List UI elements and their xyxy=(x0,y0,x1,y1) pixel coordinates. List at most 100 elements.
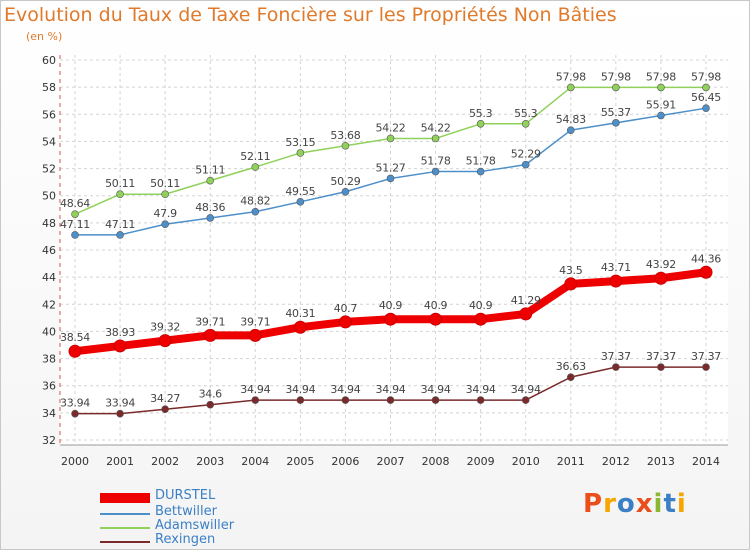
data-label: 56.45 xyxy=(691,91,721,104)
x-tick-label: 2004 xyxy=(241,455,269,468)
data-point xyxy=(71,210,79,218)
data-label: 37.37 xyxy=(646,350,676,363)
data-point xyxy=(296,396,305,404)
data-point xyxy=(474,312,488,326)
series-adamswiller: 48.64 50.11 50.11 51.11 52.11 53.15 53.68 54.22… xyxy=(60,70,722,218)
data-point xyxy=(68,344,82,358)
y-tick-label: 42 xyxy=(42,298,56,311)
data-point xyxy=(476,119,485,128)
y-tick-label: 58 xyxy=(42,81,56,94)
x-tick-label: 2011 xyxy=(557,455,585,468)
data-label: 48.64 xyxy=(60,197,90,210)
data-point xyxy=(71,409,79,418)
data-point xyxy=(702,104,710,112)
data-point xyxy=(338,315,352,329)
data-label: 55.37 xyxy=(601,106,631,119)
data-label: 43.71 xyxy=(601,261,631,274)
data-point xyxy=(341,187,350,196)
data-label: 43.92 xyxy=(646,258,676,271)
data-label: 55.91 xyxy=(646,99,676,112)
data-label: 40.7 xyxy=(334,302,358,315)
data-point xyxy=(521,119,530,128)
legend-swatch xyxy=(100,513,150,515)
data-point xyxy=(251,163,260,171)
legend-label: DURSTEL xyxy=(155,488,216,503)
x-tick-label: 2010 xyxy=(512,455,540,468)
x-tick-label: 2008 xyxy=(422,455,450,468)
y-tick-label: 44 xyxy=(42,271,56,284)
data-label: 53.68 xyxy=(330,129,360,142)
data-point xyxy=(609,274,623,288)
data-label: 52.29 xyxy=(511,148,541,161)
data-label: 55.3 xyxy=(514,107,538,120)
logo-letter: x xyxy=(635,489,654,519)
data-label: 39.71 xyxy=(195,315,225,328)
data-label: 36.63 xyxy=(556,360,586,373)
data-point xyxy=(566,83,575,92)
data-label: 34.94 xyxy=(421,383,451,396)
data-point xyxy=(206,400,215,409)
data-point xyxy=(429,312,443,326)
data-label: 51.27 xyxy=(376,161,406,174)
data-point xyxy=(386,396,395,404)
legend-swatch xyxy=(100,541,150,543)
y-tick-label: 38 xyxy=(42,353,56,366)
data-label: 34.94 xyxy=(285,383,315,396)
data-point xyxy=(71,231,79,239)
logo-letter: r xyxy=(603,489,617,519)
x-tick-label: 2003 xyxy=(196,455,224,468)
data-point xyxy=(564,277,578,291)
x-tick-label: 2000 xyxy=(61,455,89,468)
data-point xyxy=(566,126,575,134)
data-label: 48.82 xyxy=(240,195,270,208)
data-label: 50.11 xyxy=(105,177,135,190)
x-tick-label: 2007 xyxy=(377,455,405,468)
data-label: 44.36 xyxy=(691,252,721,265)
data-label: 39.32 xyxy=(150,321,180,334)
y-tick-label: 36 xyxy=(42,380,56,393)
x-tick-label: 2001 xyxy=(106,455,134,468)
logo-letter: o xyxy=(616,489,636,519)
y-tick-label: 52 xyxy=(42,163,56,176)
data-point xyxy=(248,328,262,342)
data-label: 34.94 xyxy=(376,383,406,396)
x-tick-label: 2005 xyxy=(286,455,314,468)
data-label: 34.94 xyxy=(466,383,496,396)
data-label: 52.11 xyxy=(240,150,270,163)
data-label: 34.6 xyxy=(199,388,223,401)
data-point xyxy=(386,134,395,143)
data-label: 40.9 xyxy=(424,299,448,312)
data-label: 57.98 xyxy=(646,70,676,83)
data-label: 54.22 xyxy=(376,121,406,134)
data-label: 39.71 xyxy=(240,315,270,328)
data-label: 57.98 xyxy=(691,70,721,83)
data-point xyxy=(116,409,124,418)
legend-label: Rexingen xyxy=(155,532,216,547)
data-point xyxy=(431,396,440,404)
data-label: 41.29 xyxy=(511,294,541,307)
data-label: 50.29 xyxy=(330,175,360,188)
data-label: 37.37 xyxy=(691,350,721,363)
data-label: 38.93 xyxy=(105,326,135,339)
data-label: 53.15 xyxy=(285,136,315,149)
data-point xyxy=(431,167,440,176)
logo-letter: t xyxy=(663,489,677,519)
y-tick-label: 34 xyxy=(42,407,56,420)
data-point xyxy=(341,396,350,404)
logo-letter: i xyxy=(676,489,687,519)
y-tick-label: 56 xyxy=(42,108,56,121)
legend-swatch xyxy=(100,493,150,503)
data-label: 33.94 xyxy=(105,397,135,410)
logo-letter: P xyxy=(583,489,604,519)
data-label: 47.11 xyxy=(105,218,135,231)
data-point xyxy=(702,363,710,371)
data-point xyxy=(702,83,710,92)
data-point xyxy=(566,373,575,381)
series-rexingen: 33.94 33.94 34.27 34.6 34.94 34.94 34.94 34.94 3… xyxy=(60,350,722,418)
data-point xyxy=(657,111,665,120)
data-label: 38.54 xyxy=(60,331,90,344)
y-tick-label: 48 xyxy=(42,217,56,230)
data-label: 48.36 xyxy=(195,201,225,214)
legend-label: Bettwiller xyxy=(155,504,217,519)
